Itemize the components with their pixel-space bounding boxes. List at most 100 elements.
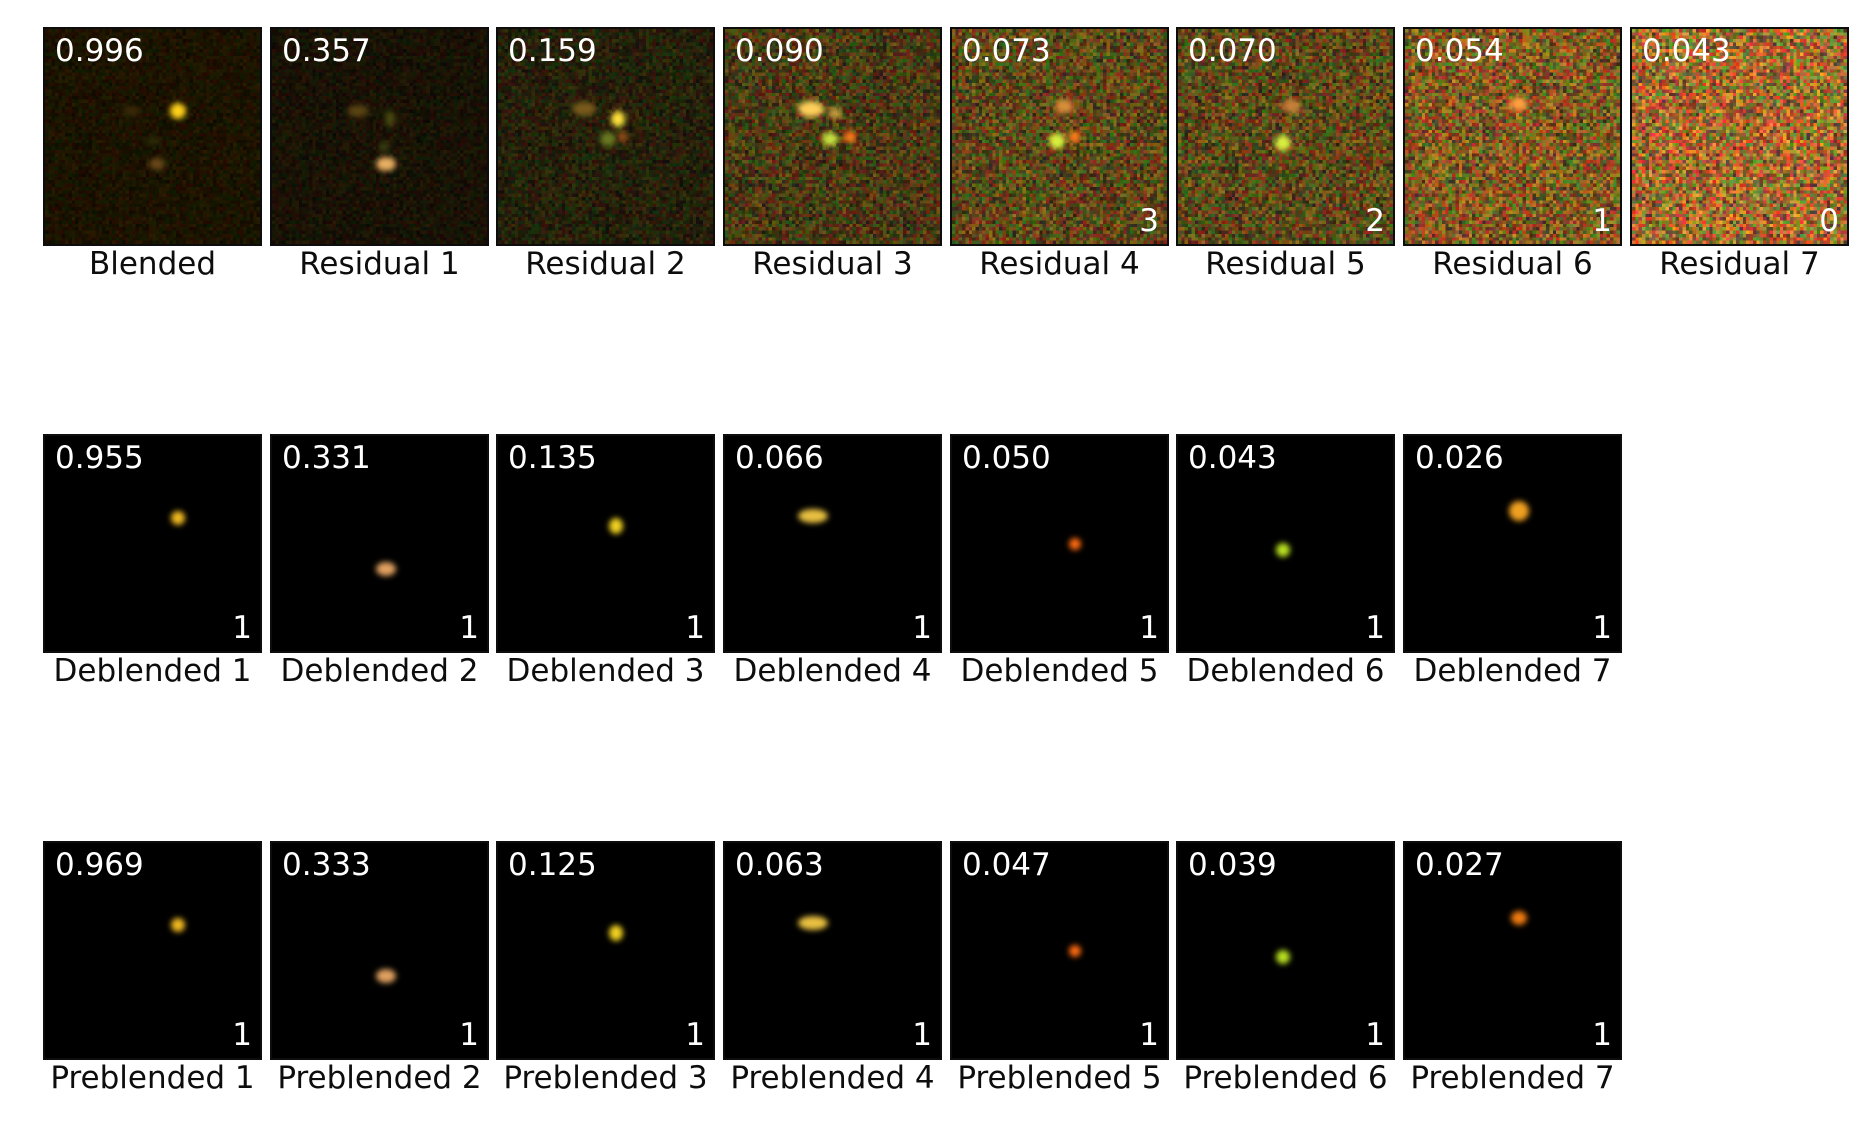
score-label: 0.043 [1188,440,1277,476]
image-preblended-3: 0.125 1 [496,841,715,1060]
residual-row: 0.996 Blended 0.357 Residual 1 0.159 Res… [43,27,1849,287]
image-residual-3: 0.090 [723,27,942,246]
tile-residual-5: 0.070 2 Residual 5 [1176,27,1395,282]
tile-residual-1: 0.357 Residual 1 [270,27,489,282]
tile-residual-3: 0.090 Residual 3 [723,27,942,282]
image-deblended-6: 0.043 1 [1176,434,1395,653]
count-label: 1 [232,609,252,646]
score-label: 0.050 [962,440,1051,476]
image-preblended-7: 0.027 1 [1403,841,1622,1060]
source-blob [828,106,841,119]
image-preblended-4: 0.063 1 [723,841,942,1060]
source-blob [1068,944,1081,957]
score-label: 0.027 [1415,847,1504,883]
count-label: 2 [1365,202,1385,239]
preblended-row: 0.969 1 Preblended 1 0.333 1 Preblended … [43,841,1843,1101]
image-residual-6: 0.054 1 [1403,27,1622,246]
tile-caption: Residual 4 [979,246,1140,282]
tile-caption: Residual 7 [1659,246,1820,282]
count-label: 1 [912,609,932,646]
image-residual-1: 0.357 [270,27,489,246]
tile-caption: Deblended 4 [733,653,932,689]
image-deblended-4: 0.066 1 [723,434,942,653]
source-blob [1282,99,1301,114]
count-label: 1 [232,1016,252,1053]
source-blob [1276,949,1291,964]
image-deblended-1: 0.955 1 [43,434,262,653]
score-label: 0.357 [282,33,371,69]
source-blob [375,157,396,172]
image-preblended-1: 0.969 1 [43,841,262,1060]
score-label: 0.135 [508,440,597,476]
source-blob [798,915,829,930]
score-label: 0.063 [735,847,824,883]
score-label: 0.331 [282,440,371,476]
count-label: 1 [685,1016,705,1053]
tile-caption: Preblended 2 [277,1060,482,1096]
tile-residual-6: 0.054 1 Residual 6 [1403,27,1622,282]
tile-caption: Preblended 1 [50,1060,255,1096]
tile-residual-2: 0.159 Residual 2 [496,27,715,282]
source-blob [798,508,829,523]
tile-caption: Blended [88,246,217,282]
tile-caption: Deblended 1 [53,653,252,689]
tile-caption: Preblended 3 [503,1060,708,1096]
image-residual-5: 0.070 2 [1176,27,1395,246]
source-blob [1275,134,1292,151]
noise-texture [1632,29,1847,244]
noise-texture [272,29,487,244]
tile-preblended-4: 0.063 1 Preblended 4 [723,841,942,1096]
tile-deblended-5: 0.050 1 Deblended 5 [950,434,1169,689]
source-blob [1508,501,1529,522]
tile-deblended-4: 0.066 1 Deblended 4 [723,434,942,689]
score-label: 0.026 [1415,440,1504,476]
source-blob [385,111,396,128]
tile-preblended-3: 0.125 1 Preblended 3 [496,841,715,1096]
count-label: 1 [685,609,705,646]
count-label: 1 [459,1016,479,1053]
count-label: 1 [1139,609,1159,646]
score-label: 0.996 [55,33,144,69]
count-label: 0 [1819,202,1839,239]
tile-caption: Preblended 7 [1410,1060,1615,1096]
score-label: 0.125 [508,847,597,883]
score-label: 0.969 [55,847,144,883]
noise-texture [1405,29,1620,244]
score-label: 0.039 [1188,847,1277,883]
image-blended: 0.996 [43,27,262,246]
score-label: 0.333 [282,847,371,883]
image-deblended-7: 0.026 1 [1403,434,1622,653]
tile-preblended-2: 0.333 1 Preblended 2 [270,841,489,1096]
image-preblended-5: 0.047 1 [950,841,1169,1060]
tile-preblended-7: 0.027 1 Preblended 7 [1403,841,1622,1096]
source-blob [377,142,390,153]
score-label: 0.955 [55,440,144,476]
source-blob [611,111,626,128]
source-blob [171,917,186,932]
source-blob [375,969,396,984]
source-blob [347,104,369,117]
score-label: 0.073 [962,33,1051,69]
tile-deblended-6: 0.043 1 Deblended 6 [1176,434,1395,689]
source-blob [170,102,187,119]
image-deblended-2: 0.331 1 [270,434,489,653]
tile-caption: Residual 3 [752,246,913,282]
source-blob [122,105,140,116]
deblended-row: 0.955 1 Deblended 1 0.331 1 Deblended 2 … [43,434,1843,694]
tile-caption: Residual 6 [1432,246,1593,282]
tile-deblended-1: 0.955 1 Deblended 1 [43,434,262,689]
source-blob [375,562,396,577]
tile-caption: Deblended 7 [1413,653,1612,689]
tile-preblended-1: 0.969 1 Preblended 1 [43,841,262,1096]
source-blob [146,135,159,146]
count-label: 1 [912,1016,932,1053]
source-blob [1068,537,1081,550]
image-residual-4: 0.073 3 [950,27,1169,246]
source-blob [572,101,596,116]
tile-caption: Deblended 6 [1186,653,1385,689]
score-label: 0.070 [1188,33,1277,69]
tile-deblended-7: 0.026 1 Deblended 7 [1403,434,1622,689]
image-residual-7: 0.043 0 [1630,27,1849,246]
score-label: 0.054 [1415,33,1504,69]
tile-preblended-6: 0.039 1 Preblended 6 [1176,841,1395,1096]
